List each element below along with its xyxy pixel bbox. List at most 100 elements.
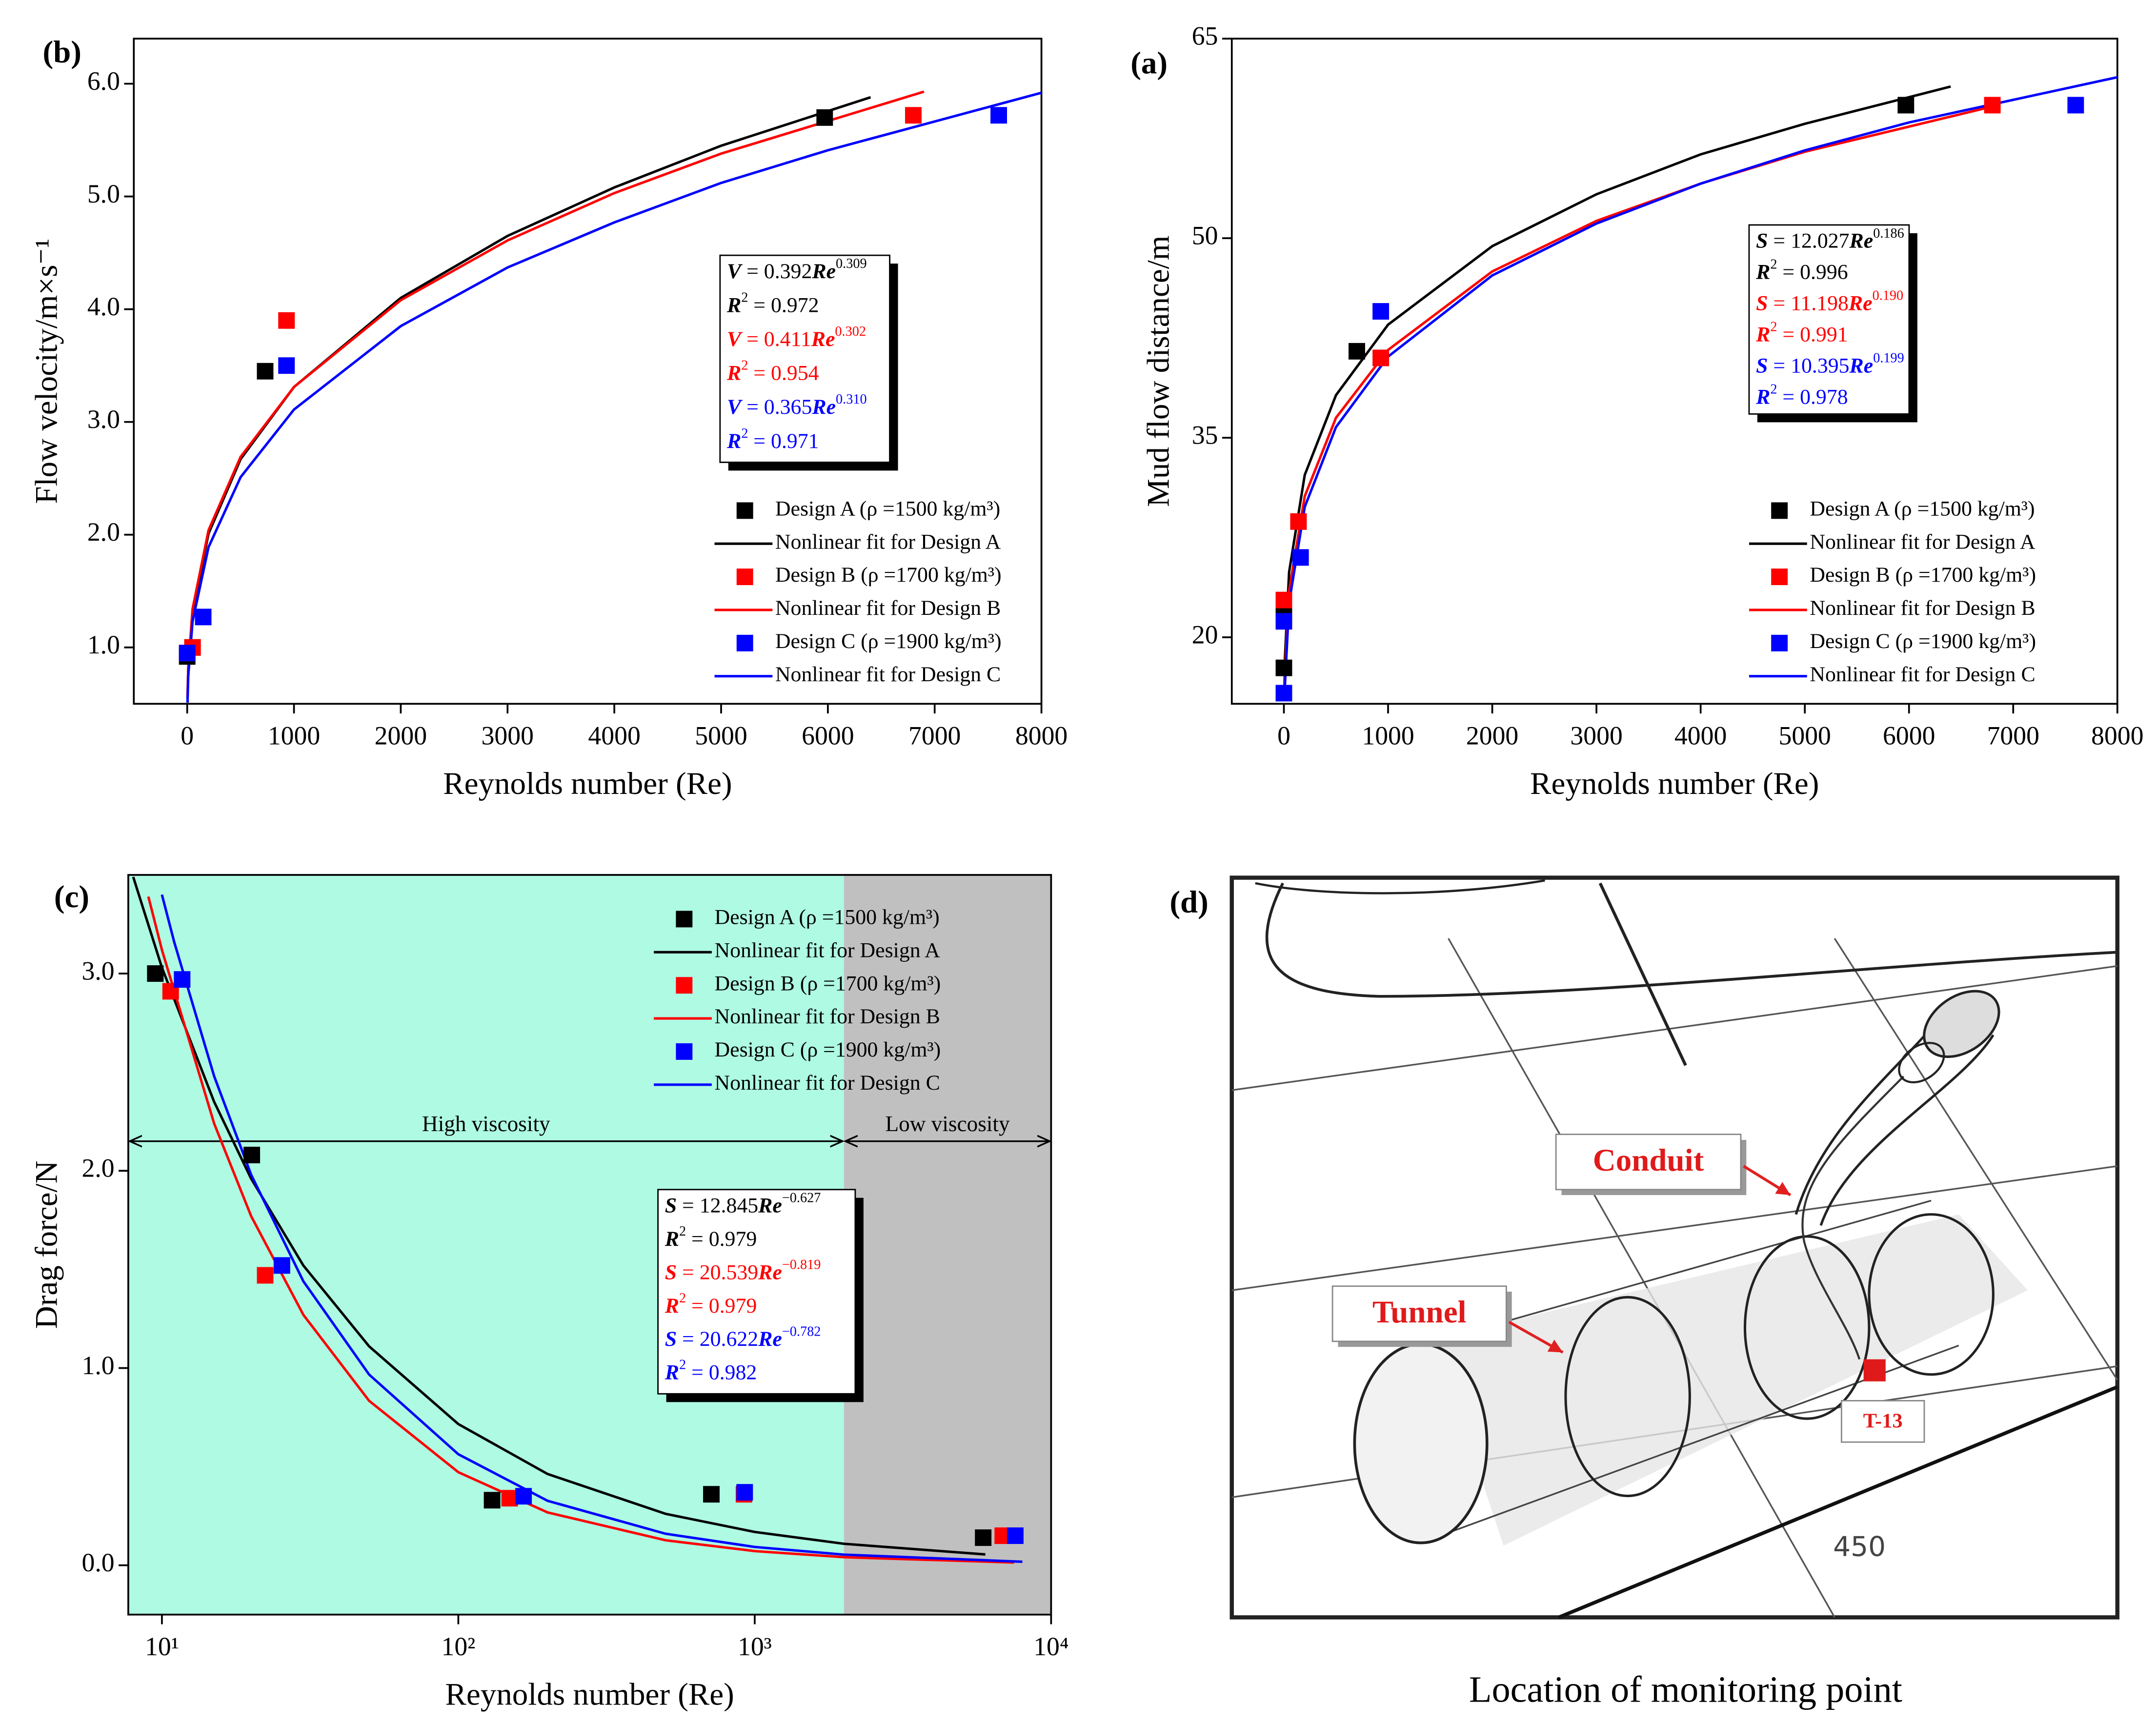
data-point: [278, 357, 295, 374]
monitoring-diagram: Conduit Tunnel T-13 450 (d) Location of …: [1169, 875, 2120, 1710]
equation-part: 2: [1770, 257, 1777, 272]
equation-part: = 0.982: [686, 1361, 757, 1384]
data-point: [1984, 97, 2001, 114]
equation: S = 11.198Re0.190: [1756, 288, 1903, 315]
x-tick-label: 6000: [802, 721, 854, 750]
chart-panel: 0 1000 2000 3000 4000 5000 6000 7000 8000 20 35 50 6…: [1130, 21, 2143, 801]
data-point: [1897, 97, 1914, 114]
x-tick-label: 7000: [908, 721, 961, 750]
caption: Location of monitoring point: [1469, 1668, 1902, 1710]
x-tick-label: 8000: [2091, 721, 2143, 750]
equation: R2 = 0.982: [665, 1358, 757, 1384]
x-tick-label: 10³: [738, 1632, 772, 1661]
equation-part: S: [665, 1194, 677, 1218]
equation-part: S: [665, 1327, 677, 1351]
equation-part: V: [727, 395, 743, 419]
equation-part: 0.199: [1873, 351, 1904, 366]
plot-marks: [186, 90, 1042, 703]
equation-part: 0.310: [836, 392, 867, 407]
data-point: [484, 1492, 501, 1509]
x-tick-label: 7000: [1987, 721, 2039, 750]
data-point: [1275, 613, 1292, 630]
y-axis-label: Flow velocity/m×s⁻¹: [29, 239, 64, 504]
y-tick-label: 20: [1192, 620, 1218, 649]
equation-part: Re: [811, 260, 836, 283]
legend-label: Nonlinear fit for Design B: [715, 1005, 940, 1028]
equation-part: S: [665, 1260, 677, 1284]
data-point: [1275, 591, 1292, 609]
equation-part: −0.819: [782, 1258, 821, 1273]
equation-part: = 0.996: [1777, 261, 1848, 284]
equation-part: = 12.027: [1768, 229, 1849, 253]
fit-line: [132, 876, 986, 1556]
x-axis-label: Reynolds number (Re): [445, 1677, 734, 1712]
y-tick-label: 65: [1192, 21, 1218, 51]
equation-part: S: [1756, 292, 1768, 315]
plot-frame: [133, 38, 1043, 705]
fit-line: [186, 91, 1042, 703]
equation: R2 = 0.978: [1755, 382, 1848, 409]
legend-marker: [736, 634, 753, 651]
legend-marker: [736, 568, 753, 586]
data-point: [736, 1484, 753, 1501]
equation-part: = 11.198: [1768, 292, 1848, 315]
x-tick-label: 3000: [1570, 721, 1622, 750]
fit-line: [147, 896, 1014, 1564]
chart-panel: High viscosity Low viscosity 10¹ 10² 10³ 10⁴ 0…: [29, 874, 1069, 1712]
legend-label: Design A (ρ =1500 kg/m³): [775, 497, 1000, 520]
x-tick-label: 4000: [588, 721, 640, 750]
y-tick-label: 2.0: [87, 517, 120, 547]
chart-panel: 0 1000 2000 3000 4000 5000 6000 7000 8000 1.0 2.0 3…: [29, 35, 1068, 801]
x-axis-label: Reynolds number (Re): [443, 766, 732, 801]
y-tick-label: 3.0: [82, 956, 115, 985]
region-label: Low viscosity: [886, 1112, 1010, 1136]
legend-label: Nonlinear fit for Design C: [775, 663, 1001, 686]
conduit-label: Conduit: [1593, 1143, 1704, 1178]
tunnel-label: Tunnel: [1372, 1295, 1467, 1330]
equation-part: 2: [679, 1224, 686, 1239]
equation-part: 2: [741, 426, 748, 441]
panel-label: (c): [54, 879, 89, 914]
panel-label: (d): [1169, 885, 1208, 920]
equation-part: 2: [741, 358, 748, 373]
region-label: High viscosity: [422, 1112, 550, 1136]
equation-part: = 12.845: [677, 1194, 758, 1218]
equation-part: Re: [1849, 354, 1874, 377]
x-tick-label: 2000: [375, 721, 427, 750]
equation: S = 10.395Re0.199: [1756, 351, 1904, 378]
data-point: [195, 609, 212, 626]
tunnel-arrow: [1508, 1320, 1564, 1354]
equation-part: R: [1755, 261, 1770, 284]
equation-part: 2: [679, 1358, 686, 1373]
x-tick-label: 3000: [482, 721, 534, 750]
equation: S = 20.539Re−0.819: [665, 1258, 821, 1284]
data-point: [179, 645, 196, 662]
x-tick-label: 10⁴: [1033, 1632, 1068, 1661]
equation-part: 0.309: [836, 256, 867, 271]
x-tick-label: 10²: [441, 1632, 475, 1661]
legend-label: Design B (ρ =1700 kg/m³): [1810, 563, 2036, 587]
data-point: [1372, 349, 1390, 366]
plot-marks: [132, 876, 1023, 1564]
plot-frame: [1230, 38, 2118, 705]
equation: R2 = 0.971: [726, 426, 819, 453]
legend-label: Nonlinear fit for Design A: [775, 530, 1001, 553]
x-tick-label: 5000: [695, 721, 747, 750]
equation: R2 = 0.991: [1755, 320, 1848, 346]
equation-part: R: [1755, 323, 1770, 346]
equation-part: Re: [758, 1194, 782, 1218]
equation-part: = 0.979: [686, 1294, 757, 1318]
y-tick-label: 35: [1192, 420, 1218, 449]
equation-part: 2: [1770, 382, 1777, 397]
equation-part: 0.190: [1873, 288, 1904, 304]
y-tick-label: 1.0: [82, 1351, 115, 1380]
legend-label: Design A (ρ =1500 kg/m³): [715, 906, 940, 929]
equation-part: R: [726, 429, 741, 453]
legend-marker: [1771, 634, 1788, 651]
data-point: [703, 1486, 720, 1503]
equation: R2 = 0.979: [665, 1224, 757, 1251]
x-axis-label: Reynolds number (Re): [1530, 766, 1819, 801]
x-tick-label: 10¹: [145, 1632, 179, 1661]
data-point: [243, 1146, 261, 1163]
plot-frame: [127, 874, 1052, 1616]
